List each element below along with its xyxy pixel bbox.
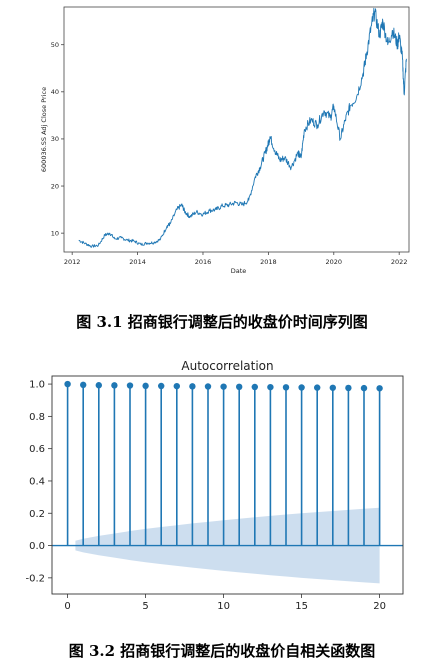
x-tick-label: 2018: [260, 258, 277, 266]
y-tick-label: 10: [51, 229, 59, 237]
y-tick-label: 40: [51, 88, 59, 96]
y-tick-label: 30: [51, 135, 59, 143]
plot-frame: [63, 6, 410, 253]
acf-marker: [345, 384, 352, 392]
acf-marker: [80, 381, 87, 389]
figure-3-2-caption: 图 3.2 招商银行调整后的收盘价自相关函数图: [68, 642, 376, 660]
acf-marker: [142, 382, 149, 390]
autocorrelation-chart: Autocorrelation 0 5 10 15 20 1.0 0.8 0.6 0.4 0.2 0.…: [25, 359, 404, 612]
plot-frame: [51, 375, 404, 595]
x-tick-label: 0: [64, 601, 70, 612]
y-tick-label: 0.6: [29, 444, 45, 455]
acf-marker: [126, 382, 134, 389]
acf-marker: [236, 383, 243, 391]
chart-title: Autocorrelation: [181, 359, 273, 373]
x-tick-label: 10: [217, 601, 230, 612]
price-line-chart: 2012 2014 2016 2018 2020 2022 10 20 30 40 50 Date 60…: [40, 6, 410, 275]
y-tick-label: 1.0: [29, 380, 45, 391]
x-tick-label: 2020: [326, 258, 343, 266]
price-series-line: [78, 7, 407, 248]
x-tick-label: 2014: [129, 258, 146, 266]
x-tick-label: 2016: [195, 258, 212, 266]
acf-marker: [298, 384, 305, 391]
y-tick-label: 0.4: [29, 476, 45, 487]
x-tick-label: 2022: [391, 258, 408, 266]
acf-marker: [251, 383, 258, 391]
y-tick-label: 50: [51, 41, 59, 49]
acf-marker: [314, 384, 321, 391]
x-tick-label: 20: [373, 601, 386, 612]
acf-marker: [111, 382, 118, 389]
x-tick-label: 2012: [64, 258, 81, 266]
x-tick-label: 5: [142, 601, 148, 612]
y-tick-label: -0.2: [25, 573, 45, 584]
y-tick-label: 20: [51, 182, 59, 190]
acf-marker: [360, 384, 368, 392]
acf-marker: [95, 382, 103, 389]
acf-marker: [282, 384, 290, 391]
acf-marker: [376, 385, 383, 392]
figure-3-1-caption: 图 3.1 招商银行调整后的收盘价时间序列图: [76, 313, 368, 331]
y-tick-label: 0.8: [29, 412, 45, 423]
acf-marker: [64, 380, 71, 388]
y-tick-label: 0.0: [29, 541, 45, 552]
acf-marker: [204, 383, 212, 390]
acf-marker: [329, 384, 336, 391]
acf-marker: [267, 383, 274, 391]
y-tick-label: 0.2: [29, 509, 45, 520]
x-tick-label: 15: [295, 601, 308, 612]
x-axis-label: Date: [231, 267, 247, 275]
acf-marker: [220, 383, 227, 390]
acf-marker: [158, 382, 165, 390]
y-axis-label: 600036.SS Adj Close Price: [40, 87, 48, 172]
acf-marker: [173, 382, 180, 390]
acf-marker: [189, 383, 196, 390]
